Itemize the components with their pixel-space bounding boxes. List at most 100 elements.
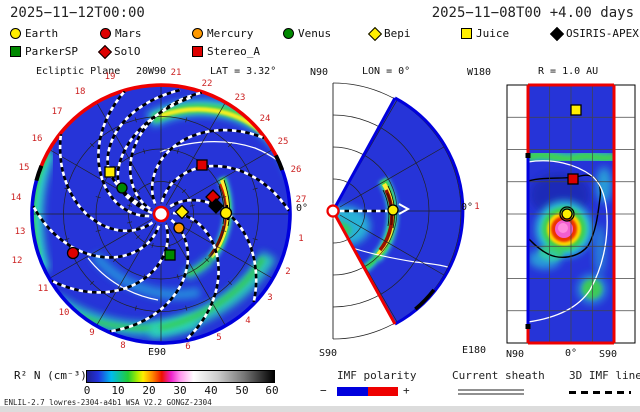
sun-marker-meridional bbox=[326, 204, 340, 218]
rim-date-label: 22 bbox=[201, 79, 213, 89]
rim-date-label: 26 bbox=[290, 165, 302, 175]
earth-direction-arrow bbox=[398, 203, 411, 215]
mars-icon bbox=[100, 28, 111, 39]
osiris-apex-marker bbox=[208, 198, 224, 214]
colorbar-ticks: 0 10 20 30 40 50 60 bbox=[83, 384, 279, 397]
ecliptic-grid bbox=[32, 85, 290, 343]
bepi-icon bbox=[367, 26, 383, 41]
colorbar bbox=[86, 370, 275, 383]
rim-date-label: 11 bbox=[37, 284, 49, 294]
radial-date-label: 1 bbox=[474, 202, 480, 212]
radial-xaxis-n90: N90 bbox=[506, 349, 525, 360]
imf-negative-swatch bbox=[337, 387, 368, 396]
e90-label: E90 bbox=[148, 347, 167, 358]
solo-icon bbox=[97, 44, 113, 59]
ecliptic-lon0-label: 0° bbox=[296, 203, 309, 214]
rim-date-label: 17 bbox=[51, 107, 63, 117]
ecliptic-markers bbox=[66, 159, 233, 261]
ecliptic-polarity-rim bbox=[30, 83, 292, 345]
legend-item-mercury: Mercury bbox=[192, 27, 253, 40]
bepi-marker bbox=[174, 204, 190, 220]
meridional-panel bbox=[326, 82, 465, 340]
legend-item-parkersp: ParkerSP bbox=[10, 45, 78, 58]
imf-spiral-lines bbox=[32, 88, 290, 341]
stereo-a-marker bbox=[196, 159, 208, 171]
current-sheath-title: Current sheath bbox=[452, 369, 545, 382]
venus-marker bbox=[116, 182, 128, 194]
earth-marker-map bbox=[561, 208, 573, 220]
rim-date-label: 23 bbox=[234, 93, 246, 103]
sun-marker bbox=[152, 205, 170, 223]
imf-positive-swatch bbox=[368, 387, 398, 396]
current-sheath-line bbox=[458, 389, 524, 391]
rim-date-label: 16 bbox=[31, 134, 43, 144]
legend-item-stereo-a: Stereo_A bbox=[192, 45, 260, 58]
model-version-info: ENLIL-2.7 lowres-2304-a4b1 WSA_V2.2 GONG… bbox=[4, 398, 212, 407]
rim-date-label: 3 bbox=[267, 293, 273, 303]
colorbar-label: R² N (cm⁻³) bbox=[14, 369, 87, 382]
stereo-a-icon bbox=[192, 46, 203, 57]
legend-item-venus: Venus bbox=[283, 27, 331, 40]
ecliptic-panel bbox=[30, 83, 292, 345]
rim-date-label: 15 bbox=[18, 163, 30, 173]
imf-line-title: 3D IMF line bbox=[569, 369, 640, 382]
legend-item-solo: SolO bbox=[97, 44, 141, 59]
n90-label: N90 bbox=[310, 67, 329, 78]
rim-date-label: 2 bbox=[285, 267, 291, 277]
imf-polarity-title: IMF polarity bbox=[337, 369, 417, 382]
rim-date-label: 6 bbox=[185, 342, 191, 352]
mercury-icon bbox=[192, 28, 203, 39]
rim-date-label: 27 bbox=[295, 195, 307, 205]
rim-date-label: 9 bbox=[89, 328, 95, 338]
radial-map-borders bbox=[525, 83, 616, 345]
rim-date-label: 13 bbox=[14, 227, 26, 237]
parkersp-icon bbox=[10, 46, 21, 57]
rim-date-label: 1 bbox=[298, 234, 304, 244]
legend-item-bepi: Bepi bbox=[367, 26, 411, 41]
mars-marker bbox=[66, 246, 80, 260]
rim-date-label: 12 bbox=[11, 256, 23, 266]
simulation-datetime: 2025−11−12T00:00 bbox=[10, 5, 145, 21]
radial-xaxis-s90: S90 bbox=[599, 349, 618, 360]
bottom-strip bbox=[0, 406, 640, 412]
venus-icon bbox=[283, 28, 294, 39]
run-start-elapsed: 2025−11−08T00 +4.00 days bbox=[431, 5, 634, 21]
osiris-apex-icon bbox=[549, 26, 565, 41]
stereo-a-marker-map bbox=[567, 173, 579, 185]
legend-item-mars: Mars bbox=[100, 27, 142, 40]
s90-label: S90 bbox=[319, 348, 338, 359]
legend-item-juice: Juice bbox=[461, 27, 509, 40]
w180-label: W180 bbox=[467, 67, 492, 78]
imf-minus-sign: − bbox=[320, 384, 327, 397]
ecliptic-top-axis: 20 bbox=[136, 66, 149, 77]
rim-date-label: 18 bbox=[74, 87, 86, 97]
rim-date-label: 5 bbox=[216, 333, 222, 343]
legend-item-osiris-apex: OSIRIS-APEX bbox=[549, 26, 639, 41]
earth-marker bbox=[219, 206, 233, 220]
imf-plus-sign: + bbox=[403, 384, 410, 397]
imf-line-sample bbox=[569, 391, 631, 394]
radial-title: R = 1.0 AU bbox=[538, 66, 599, 77]
parkersp-marker bbox=[164, 249, 176, 261]
radial-map-panel bbox=[506, 83, 636, 345]
mercury-marker bbox=[173, 222, 185, 234]
rim-date-label: 25 bbox=[277, 137, 289, 147]
earth-marker-meridional bbox=[387, 204, 399, 216]
e180-label: E180 bbox=[462, 345, 487, 356]
current-sheath-line bbox=[458, 392, 524, 395]
juice-marker-map bbox=[570, 104, 582, 116]
rim-date-label: 19 bbox=[104, 72, 116, 82]
rim-date-label: 24 bbox=[259, 114, 271, 124]
rim-date-label: 4 bbox=[245, 316, 251, 326]
rim-date-label: 10 bbox=[58, 308, 70, 318]
rim-date-label: 8 bbox=[120, 341, 126, 351]
meridional-borders bbox=[331, 96, 465, 326]
earth-icon bbox=[10, 28, 21, 39]
meridional-equator-label: 0° bbox=[461, 202, 474, 213]
ecliptic-title: Ecliptic Plane bbox=[36, 66, 121, 77]
juice-icon bbox=[461, 28, 472, 39]
rim-date-label: 14 bbox=[10, 193, 22, 203]
meridional-title: LON = 0° bbox=[362, 66, 411, 77]
